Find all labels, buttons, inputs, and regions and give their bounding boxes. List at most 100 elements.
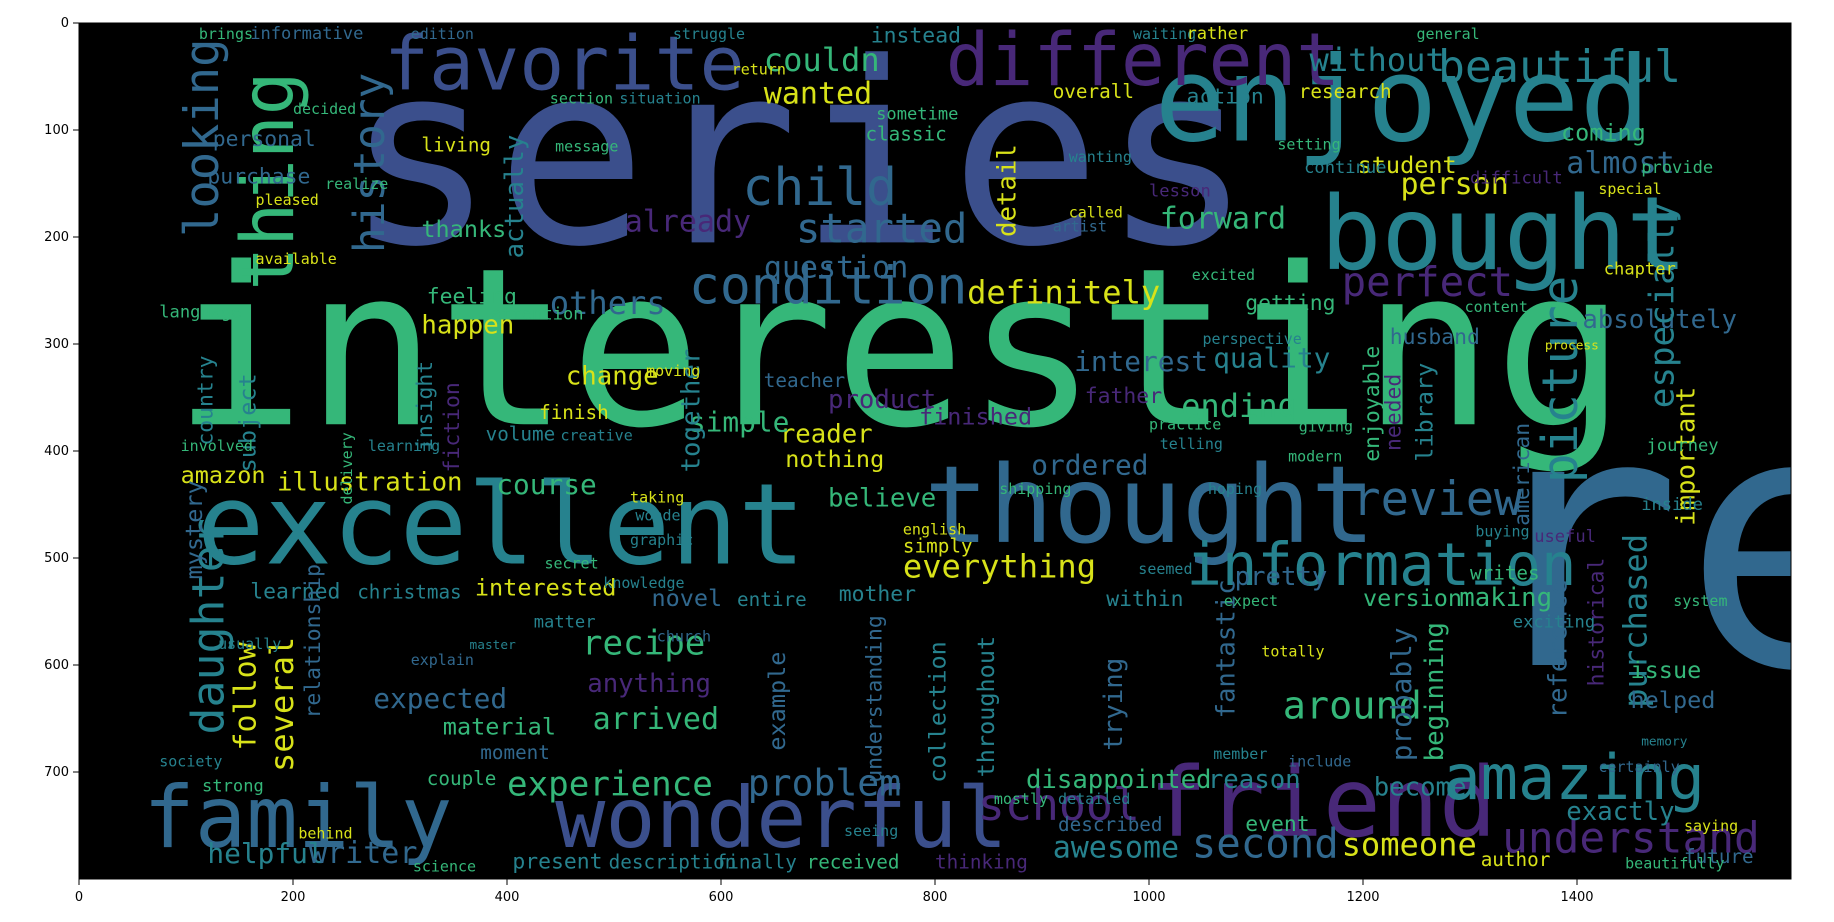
word-finally: finally xyxy=(716,850,797,873)
word-couldn: couldn xyxy=(764,41,880,79)
word-matter: matter xyxy=(534,613,596,633)
word-purchased: purchased xyxy=(1617,534,1655,708)
word-excellent: excellent xyxy=(197,459,806,590)
word-reader: reader xyxy=(780,419,873,449)
word-moving: moving xyxy=(646,362,700,380)
word-mostly: mostly xyxy=(994,790,1048,808)
word-reason: reason xyxy=(1208,765,1301,795)
word-knowledge: knowledge xyxy=(603,574,684,592)
y-tick-label: 500 xyxy=(44,551,69,566)
word-especially: especially xyxy=(1642,202,1682,408)
word-example: example xyxy=(763,652,791,751)
word-provide: provide xyxy=(1641,158,1713,178)
word-different: different xyxy=(946,18,1340,103)
word-subject: subject xyxy=(234,373,262,472)
word-child: child xyxy=(742,158,897,218)
word-problem: problem xyxy=(748,762,901,805)
word-interest: interest xyxy=(1074,345,1208,378)
word-experience: experience xyxy=(507,765,713,805)
word-perfect: perfect xyxy=(1342,258,1513,306)
y-tick-label: 300 xyxy=(44,337,69,352)
word-beginning: beginning xyxy=(1420,622,1450,761)
y-tick-label: 600 xyxy=(44,658,69,673)
word-practice: practice xyxy=(1149,416,1221,434)
word-fantastic: fantastic xyxy=(1212,579,1242,718)
plot-background xyxy=(79,23,1791,879)
word-detailed: detailed xyxy=(1058,790,1130,808)
word-follow: follow xyxy=(229,641,264,750)
word-change: change xyxy=(566,362,659,392)
word-creative: creative xyxy=(561,426,633,444)
word-taking: taking xyxy=(630,488,684,506)
word-attention: attention xyxy=(491,304,584,324)
word-believe: believe xyxy=(828,484,936,514)
word-understanding: understanding xyxy=(863,615,888,782)
word-church: church xyxy=(657,627,711,645)
word-informative: informative xyxy=(250,24,363,44)
word-expected: expected xyxy=(373,682,507,715)
word-research: research xyxy=(1299,80,1392,103)
word-together: together xyxy=(677,349,707,473)
word-message: message xyxy=(555,137,618,155)
word-perspective: perspective xyxy=(1203,330,1302,348)
word-within: within xyxy=(1106,587,1183,612)
word-described: described xyxy=(1058,813,1162,836)
word-feeling: feeling xyxy=(427,284,517,309)
word-sometime: sometime xyxy=(876,104,958,124)
word-journey: journey xyxy=(1647,436,1719,456)
word-school: school xyxy=(978,778,1140,831)
word-wonder: wonder xyxy=(635,507,689,525)
word-probably: probably xyxy=(1385,627,1418,761)
word-actually: actually xyxy=(500,135,530,259)
word-entire: entire xyxy=(737,588,807,611)
word-wanting: wanting xyxy=(1069,148,1132,166)
word-involved: involved xyxy=(181,437,253,455)
word-throughout: throughout xyxy=(972,636,1000,777)
word-available: available xyxy=(256,250,337,268)
word-version: version xyxy=(1363,584,1462,612)
x-tick-label: 1400 xyxy=(1560,890,1593,905)
word-forward: forward xyxy=(1160,201,1286,236)
word-section: section xyxy=(550,89,613,107)
word-delivery: delivery xyxy=(338,432,356,504)
word-collection: collection xyxy=(924,641,952,782)
word-living: living xyxy=(421,133,491,156)
word-telling: telling xyxy=(1160,435,1223,453)
word-interesting: interesting xyxy=(173,220,1626,476)
word-edition: edition xyxy=(411,25,474,43)
word-nothing: nothing xyxy=(785,445,884,473)
word-insight: insight xyxy=(413,361,438,451)
word-seeing: seeing xyxy=(844,822,898,840)
word-classic: classic xyxy=(865,123,946,146)
word-coming: coming xyxy=(1561,119,1646,147)
word-recommend: recommend xyxy=(1470,338,1834,749)
word-daughter: daughter xyxy=(181,518,234,734)
word-review: review xyxy=(1352,472,1523,527)
word-writes: writes xyxy=(1470,561,1540,584)
word-person: person xyxy=(1400,167,1508,202)
word-friend: friend xyxy=(1149,747,1497,859)
word-material: material xyxy=(443,713,556,741)
word-helped: helped xyxy=(1631,686,1716,714)
word-series: series xyxy=(344,10,1253,302)
word-quality: quality xyxy=(1213,342,1330,375)
word-layer: recommendinterestingseriesenjoyedboughte… xyxy=(143,10,1834,876)
word-amazing: amazing xyxy=(1443,741,1705,814)
word-decided: decided xyxy=(293,100,356,118)
word-volume: volume xyxy=(486,422,556,445)
word-hoping: hoping xyxy=(1208,480,1262,498)
word-husband: husband xyxy=(1390,325,1480,350)
word-useful: useful xyxy=(1534,527,1596,547)
y-tick-label: 400 xyxy=(44,444,69,459)
word-disappointed: disappointed xyxy=(1026,765,1212,795)
word-enjoyable: enjoyable xyxy=(1360,346,1385,462)
word-teacher: teacher xyxy=(764,369,845,392)
word-content: content xyxy=(1465,298,1528,316)
word-favorite: favorite xyxy=(384,19,745,107)
word-master: master xyxy=(470,638,517,653)
word-detail: detail xyxy=(992,144,1022,237)
word-student: student xyxy=(1358,151,1457,179)
word-moment: moment xyxy=(480,741,550,764)
word-situation: situation xyxy=(619,89,700,107)
